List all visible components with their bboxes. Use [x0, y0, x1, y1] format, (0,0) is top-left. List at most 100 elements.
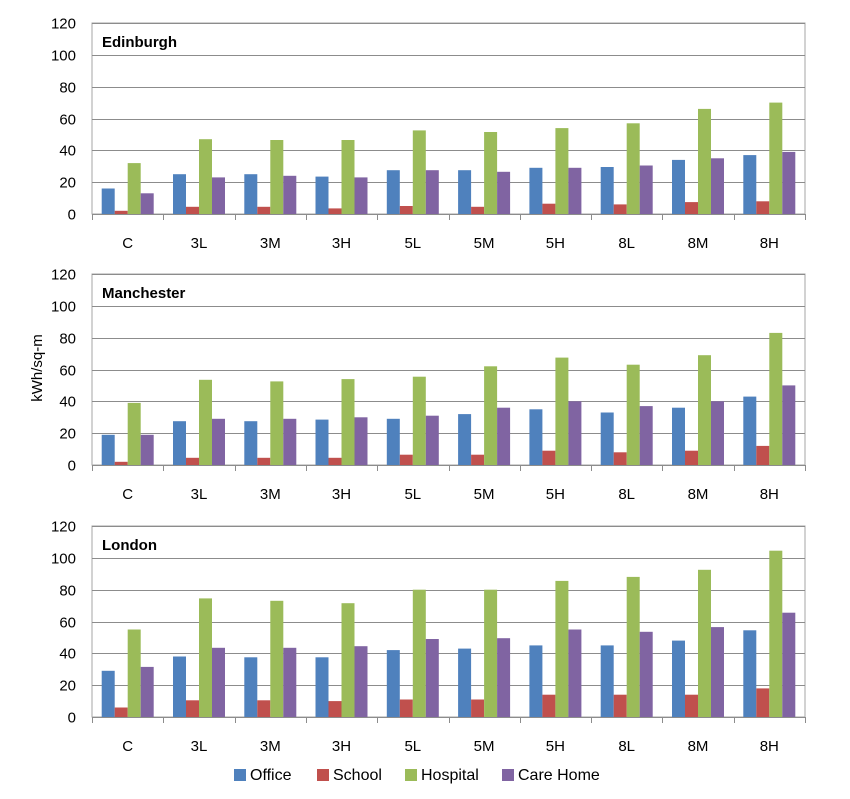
bar [101, 670, 115, 717]
bar [743, 396, 757, 465]
bar [354, 417, 368, 466]
bar [711, 627, 724, 717]
x-tick-label: 5M [474, 235, 495, 252]
bar [458, 648, 472, 717]
x-tick-label: C [122, 235, 133, 252]
bar [412, 589, 426, 717]
legend-label: Office [250, 767, 292, 784]
bar [212, 647, 225, 717]
bar [283, 418, 297, 465]
bar [101, 434, 115, 465]
x-tick-label: 8H [760, 486, 779, 503]
bar [782, 612, 796, 717]
y-tick-label: 120 [51, 267, 76, 284]
bar [186, 700, 199, 717]
x-tick-label: 3H [332, 235, 351, 252]
bar [425, 639, 439, 717]
bar [114, 461, 128, 465]
x-tick-label: 3H [332, 738, 351, 755]
bar [315, 419, 329, 465]
bar [199, 139, 212, 214]
y-tick-label: 80 [59, 331, 76, 348]
bar [173, 421, 186, 465]
bar [328, 208, 342, 214]
x-tick-label: 5M [474, 486, 495, 503]
bar [484, 589, 498, 717]
bar [782, 151, 796, 214]
bar [497, 171, 511, 214]
bar [698, 569, 711, 717]
bar [173, 174, 186, 214]
bar [672, 640, 685, 717]
bar [484, 132, 498, 214]
bar [600, 412, 614, 465]
bar [672, 407, 685, 465]
bar [529, 409, 543, 465]
legend-label: School [333, 767, 382, 784]
bar [114, 210, 128, 214]
bar [315, 176, 329, 214]
bar [626, 576, 640, 717]
panel-title: Edinburgh [102, 34, 177, 51]
bar [101, 188, 115, 214]
x-tick-label: 5H [546, 486, 565, 503]
bar [529, 645, 543, 717]
x-tick-label: 5L [404, 486, 421, 503]
y-tick-label: 40 [59, 646, 76, 663]
bar [497, 407, 511, 465]
bar [497, 638, 511, 717]
bar [568, 401, 582, 465]
bar [140, 193, 154, 214]
y-tick-label: 20 [59, 175, 76, 192]
x-tick-label: 3L [191, 738, 208, 755]
x-tick-label: 8H [760, 235, 779, 252]
y-tick-label: 0 [68, 207, 76, 224]
x-tick-label: 3L [191, 235, 208, 252]
bar [341, 379, 355, 465]
y-axis-label: kWh/sq-m [29, 334, 46, 402]
bar [568, 629, 582, 717]
bar [626, 364, 640, 465]
bar [769, 332, 783, 465]
x-tick-label: 5L [404, 235, 421, 252]
bar [173, 656, 186, 717]
bar [199, 379, 212, 465]
bar [639, 631, 653, 717]
bar [212, 177, 225, 214]
bar [555, 357, 569, 465]
x-tick-label: 8M [688, 486, 709, 503]
bar [244, 174, 258, 214]
bar [672, 159, 685, 214]
legend-swatch [234, 769, 246, 781]
bar [341, 140, 355, 214]
bar [685, 450, 698, 465]
bar [471, 699, 485, 717]
panel-title: Manchester [102, 285, 186, 302]
bar [354, 646, 368, 717]
bar [399, 699, 413, 717]
y-tick-label: 120 [51, 16, 76, 33]
bar [270, 381, 284, 465]
bar [412, 376, 426, 465]
bar [555, 128, 569, 214]
bar [626, 123, 640, 214]
x-tick-label: 8L [618, 486, 635, 503]
y-tick-label: 60 [59, 112, 76, 129]
y-tick-label: 20 [59, 426, 76, 443]
bar [315, 657, 329, 717]
bar [743, 155, 757, 214]
legend-label: Hospital [421, 767, 479, 784]
bar [639, 165, 653, 214]
legend-swatch [405, 769, 417, 781]
bar [127, 163, 141, 214]
x-tick-label: C [122, 486, 133, 503]
bar [782, 385, 796, 465]
bar [386, 170, 400, 214]
bar [685, 202, 698, 214]
panel-title: London [102, 537, 157, 554]
bar [542, 694, 556, 717]
x-tick-label: 8L [618, 738, 635, 755]
legend-swatch [502, 769, 514, 781]
bar [613, 694, 627, 717]
